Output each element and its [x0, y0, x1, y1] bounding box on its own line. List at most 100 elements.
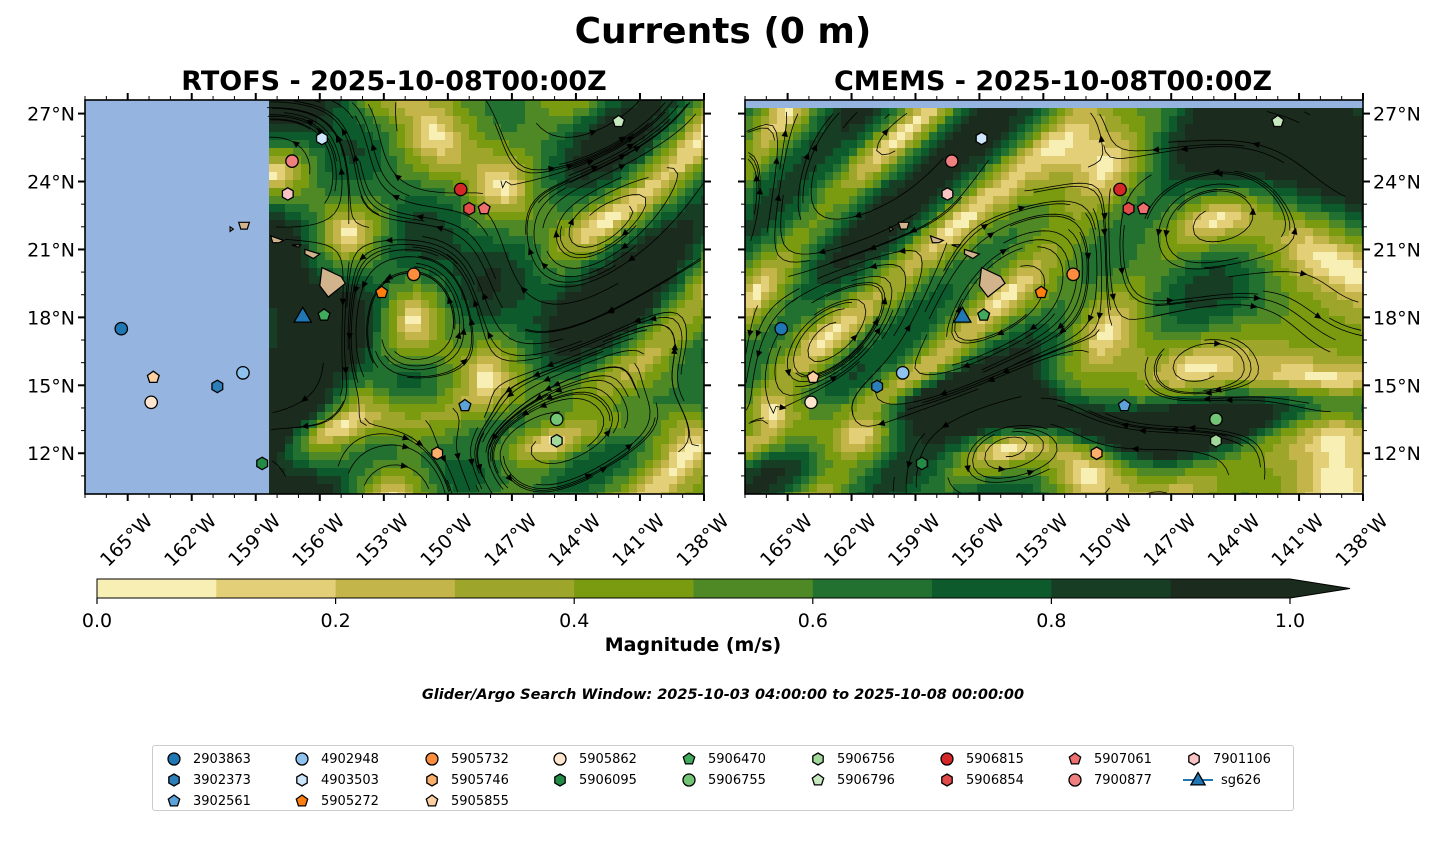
legend-5906815-marker: [940, 752, 954, 766]
platform-4902948-marker: [236, 366, 250, 380]
y-tick-label: 24°N: [27, 172, 75, 194]
platform-5905272-marker: [375, 285, 389, 299]
platform-5905732-marker: [406, 267, 421, 282]
rtofs-islands: [229, 221, 347, 298]
colorbar-segment: [1051, 579, 1172, 598]
colorbar-label: Magnitude (m/s): [605, 634, 782, 656]
legend-label: 2903863: [193, 751, 251, 767]
y-tick-label: 12°N: [27, 443, 75, 465]
search-window-caption: Glider/Argo Search Window: 2025-10-03 04…: [422, 687, 1024, 703]
x-tick-label: 162°W: [160, 510, 221, 571]
y-tick-label: 15°N: [1373, 375, 1421, 397]
figure-title: Currents (0 m): [575, 11, 872, 52]
platform-5906470-marker: [977, 308, 991, 321]
platform-legend: 2903863 3902373 3902561 4902948 4903503 59052…: [152, 745, 1294, 811]
legend-item-5906470: 5906470: [678, 750, 766, 768]
y-tick-label: 21°N: [1373, 239, 1421, 261]
colorbar-segment: [574, 579, 694, 598]
platform-5906854-marker: [1122, 201, 1135, 216]
legend-item-5905732: 5905732: [421, 750, 509, 768]
platform-5907061-marker: [1136, 201, 1151, 215]
platform-4903503-marker: [975, 131, 988, 146]
platform-5906756-marker: [550, 433, 563, 448]
legend-item-sg626: sg626: [1183, 771, 1261, 789]
x-tick-label: 156°W: [948, 510, 1009, 571]
platform-5906470-marker: [317, 308, 331, 321]
platform-7900877-marker: [285, 154, 299, 168]
platform-7901106-marker: [281, 187, 294, 201]
x-tick-label: 144°W: [544, 510, 605, 571]
legend-item-5905746: 5905746: [421, 771, 509, 789]
legend-5905746-marker: [426, 773, 438, 787]
legend-label: sg626: [1221, 772, 1261, 788]
colorbar-tick-label: 0.4: [559, 610, 589, 632]
platform-5906796-marker: [611, 114, 626, 128]
legend-item-5906815: 5906815: [936, 750, 1024, 768]
legend-5905272-marker: [295, 794, 309, 807]
legend-5906756-marker: [812, 752, 824, 766]
legend-5906796-marker: [811, 773, 825, 786]
platform-sg626-marker: [952, 305, 973, 323]
colorbar-segment: [1170, 579, 1291, 598]
legend-3902561-marker: [167, 794, 181, 807]
legend-item-5906755: 5906755: [678, 771, 766, 789]
legend-5907061-marker: [1068, 752, 1082, 765]
platform-7901106-marker: [941, 187, 954, 201]
colorbar-segment: [97, 579, 217, 598]
rtofs-map-panel: 165°W 162°W 159°W 156°W 153°W 150°W 147°W 144°W…: [27, 93, 734, 571]
x-tick-label: 138°W: [1331, 510, 1392, 571]
x-tick-label: 165°W: [756, 510, 817, 571]
x-tick-label: 150°W: [1076, 510, 1137, 571]
platform-3902373-marker: [871, 379, 884, 394]
x-tick-label: 150°W: [416, 510, 477, 571]
colorbar-tick-label: 0.6: [798, 610, 828, 632]
legend-item-5905862: 5905862: [549, 750, 637, 768]
legend-label: 7900877: [1094, 772, 1152, 788]
x-tick-label: 165°W: [96, 510, 157, 571]
legend-item-4902948: 4902948: [291, 750, 379, 768]
legend-label: 5905746: [451, 772, 509, 788]
legend-5906854-marker: [941, 773, 953, 787]
legend-item-7900877: 7900877: [1064, 771, 1152, 789]
platform-5906755-marker: [549, 412, 564, 427]
x-tick-label: 153°W: [352, 510, 413, 571]
left-panel-title: RTOFS - 2025-10-08T00:00Z: [181, 66, 607, 97]
colorbar-tick-label: 0.0: [82, 610, 112, 632]
legend-label: 5905855: [451, 793, 509, 809]
legend-item-5907061: 5907061: [1064, 750, 1152, 768]
legend-4903503-marker: [296, 773, 308, 787]
colorbar-tick-label: 1.0: [1275, 610, 1305, 632]
platform-5906756-marker: [1209, 433, 1222, 448]
y-tick-label: 18°N: [1373, 307, 1421, 329]
platform-2903863-marker: [774, 321, 789, 336]
platform-3902561-marker: [1117, 398, 1131, 412]
y-tick-label: 18°N: [27, 307, 75, 329]
legend-label: 5906854: [966, 772, 1024, 788]
platform-5906815-marker: [453, 182, 468, 197]
platform-5905746-marker: [431, 446, 444, 461]
legend-5906755-marker: [682, 773, 696, 787]
platform-5905855-marker: [806, 370, 820, 384]
platform-5906095-marker: [915, 456, 928, 471]
legend-item-5906854: 5906854: [936, 771, 1024, 789]
platform-5905855-marker: [146, 370, 160, 384]
platform-5905746-marker: [1090, 446, 1103, 461]
legend-label: 5907061: [1094, 751, 1152, 767]
x-tick-label: 141°W: [608, 510, 669, 571]
y-tick-label: 27°N: [1373, 104, 1421, 126]
legend-label: 5906796: [837, 772, 895, 788]
legend-5905862-marker: [553, 752, 567, 766]
platform-5905862-marker: [804, 395, 818, 410]
platform-5906755-marker: [1209, 412, 1223, 427]
platform-5906796-marker: [1271, 114, 1285, 128]
cmems-islands: [889, 221, 1006, 298]
rtofs-streamlines: [266, 100, 704, 494]
platform-sg626-marker: [293, 305, 313, 323]
colorbar-segment: [216, 579, 337, 598]
cmems-platform-markers: [774, 114, 1285, 471]
legend-label: 5906470: [708, 751, 766, 767]
y-tick-label: 21°N: [27, 239, 75, 261]
legend-sg626-marker: [1189, 771, 1207, 786]
x-tick-label: 147°W: [1140, 510, 1201, 571]
legend-label: 4902948: [321, 751, 379, 767]
